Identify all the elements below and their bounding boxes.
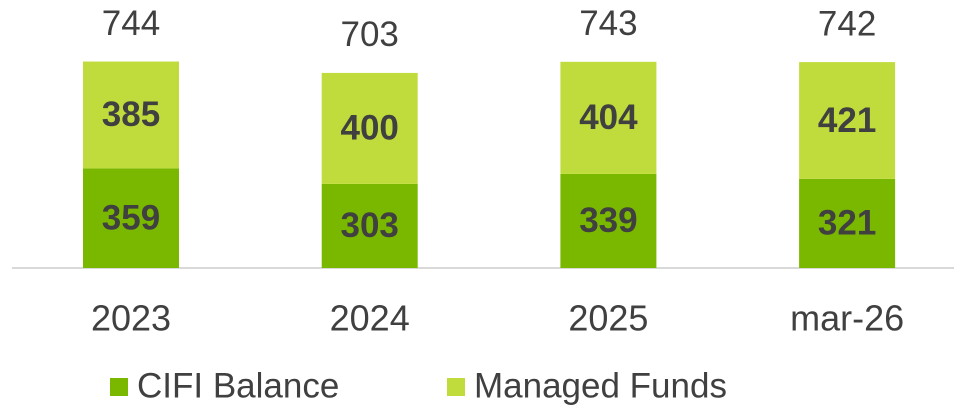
- legend-swatch: [447, 378, 465, 396]
- x-tick-label: 2023: [91, 298, 171, 339]
- value-label: 400: [340, 109, 398, 148]
- value-label: 421: [818, 101, 876, 140]
- value-label: 303: [340, 206, 398, 245]
- bar-segment: [799, 62, 896, 179]
- value-label: 321: [818, 204, 876, 243]
- legend-label: CIFI Balance: [137, 366, 339, 405]
- bar-segment: [83, 61, 179, 169]
- bar-segment: [321, 72, 418, 184]
- legend-swatch: [110, 378, 128, 396]
- bar-segment: [799, 178, 896, 268]
- value-label: 359: [102, 198, 160, 237]
- legend-label: Managed Funds: [474, 366, 727, 405]
- bar-segment: [560, 61, 657, 174]
- x-tick-label: 2025: [568, 298, 648, 339]
- total-label: 703: [340, 15, 398, 54]
- value-label: 385: [102, 95, 160, 134]
- total-label: 742: [818, 4, 876, 43]
- bar-segment: [560, 173, 657, 268]
- x-tick-label: 2024: [330, 298, 410, 339]
- bar-segment: [321, 183, 418, 268]
- x-tick-label: mar-26: [790, 298, 904, 339]
- value-label: 339: [579, 201, 637, 240]
- total-label: 744: [102, 4, 160, 43]
- total-label: 743: [579, 4, 637, 43]
- value-label: 404: [579, 98, 638, 137]
- bar-segment: [83, 168, 179, 268]
